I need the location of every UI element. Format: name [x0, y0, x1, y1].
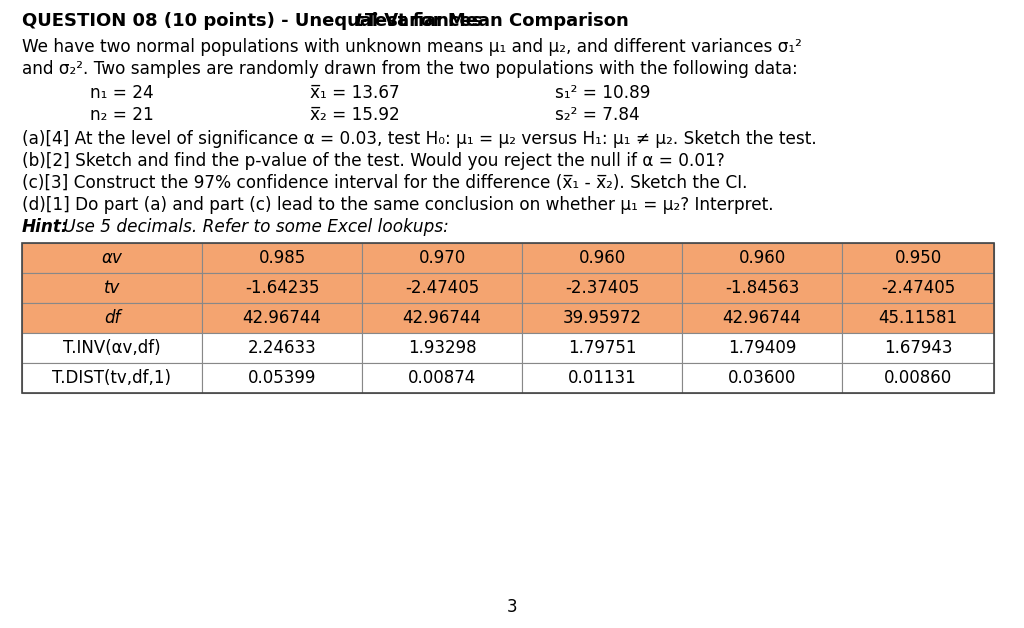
Text: 45.11581: 45.11581: [879, 309, 957, 327]
Text: t: t: [354, 12, 362, 30]
Bar: [22, 363, 202, 393]
Bar: [682, 363, 842, 393]
Bar: [522, 303, 682, 333]
Text: 0.05399: 0.05399: [248, 369, 316, 387]
Bar: [682, 303, 842, 333]
Bar: [202, 243, 362, 273]
Text: QUESTION 08 (10 points) - Unequal-Variances: QUESTION 08 (10 points) - Unequal-Varian…: [22, 12, 488, 30]
Text: 42.96744: 42.96744: [723, 309, 802, 327]
Bar: [522, 243, 682, 273]
Text: 0.00874: 0.00874: [408, 369, 476, 387]
Text: T.DIST(tv,df,1): T.DIST(tv,df,1): [52, 369, 171, 387]
Text: -1.84563: -1.84563: [725, 279, 799, 297]
Bar: [202, 273, 362, 303]
Text: 0.970: 0.970: [419, 249, 466, 267]
Bar: [682, 243, 842, 273]
Text: 1.79409: 1.79409: [728, 339, 797, 357]
Bar: [22, 273, 202, 303]
Text: (a)[4] At the level of significance α = 0.03, test H₀: μ₁ = μ₂ versus H₁: μ₁ ≠ μ: (a)[4] At the level of significance α = …: [22, 130, 817, 148]
Text: 42.96744: 42.96744: [402, 309, 481, 327]
Bar: [22, 243, 994, 393]
Text: We have two normal populations with unknown means μ₁ and μ₂, and different varia: We have two normal populations with unkn…: [22, 38, 802, 56]
Text: tv: tv: [103, 279, 120, 297]
Bar: [842, 303, 994, 333]
Text: 0.960: 0.960: [579, 249, 626, 267]
Bar: [682, 333, 842, 363]
Bar: [522, 333, 682, 363]
Text: df: df: [103, 309, 120, 327]
Text: x̅₂ = 15.92: x̅₂ = 15.92: [310, 106, 399, 124]
Bar: [842, 243, 994, 273]
Text: -2.47405: -2.47405: [404, 279, 479, 297]
Text: n₁ = 24: n₁ = 24: [90, 84, 154, 102]
Text: -Test for Mean Comparison: -Test for Mean Comparison: [359, 12, 629, 30]
Text: n₂ = 21: n₂ = 21: [90, 106, 154, 124]
Bar: [202, 333, 362, 363]
Text: 0.985: 0.985: [258, 249, 305, 267]
Bar: [362, 333, 522, 363]
Text: 2.24633: 2.24633: [248, 339, 316, 357]
Text: (c)[3] Construct the 97% confidence interval for the difference (x̅₁ - x̅₂). Ske: (c)[3] Construct the 97% confidence inte…: [22, 174, 748, 192]
Text: αv: αv: [101, 249, 123, 267]
Text: 1.67943: 1.67943: [884, 339, 952, 357]
Text: Use 5 decimals. Refer to some Excel lookups:: Use 5 decimals. Refer to some Excel look…: [58, 218, 449, 236]
Bar: [202, 303, 362, 333]
Bar: [842, 273, 994, 303]
Bar: [842, 363, 994, 393]
Text: -2.47405: -2.47405: [881, 279, 955, 297]
Bar: [522, 363, 682, 393]
Bar: [362, 243, 522, 273]
Bar: [842, 333, 994, 363]
Text: 39.95972: 39.95972: [562, 309, 641, 327]
Text: T.INV(αv,df): T.INV(αv,df): [63, 339, 161, 357]
Text: 0.960: 0.960: [738, 249, 785, 267]
Text: 1.79751: 1.79751: [567, 339, 636, 357]
Bar: [522, 273, 682, 303]
Text: x̅₁ = 13.67: x̅₁ = 13.67: [310, 84, 399, 102]
Text: 42.96744: 42.96744: [243, 309, 322, 327]
Bar: [22, 243, 202, 273]
Text: 0.00860: 0.00860: [884, 369, 952, 387]
Text: and σ₂². Two samples are randomly drawn from the two populations with the follow: and σ₂². Two samples are randomly drawn …: [22, 60, 798, 78]
Text: 1.93298: 1.93298: [408, 339, 476, 357]
Text: 3: 3: [507, 598, 517, 616]
Text: Hint:: Hint:: [22, 218, 69, 236]
Text: -1.64235: -1.64235: [245, 279, 319, 297]
Bar: [362, 303, 522, 333]
Bar: [22, 303, 202, 333]
Text: s₂² = 7.84: s₂² = 7.84: [555, 106, 640, 124]
Text: s₁² = 10.89: s₁² = 10.89: [555, 84, 650, 102]
Text: (b)[2] Sketch and find the p-value of the test. Would you reject the null if α =: (b)[2] Sketch and find the p-value of th…: [22, 152, 725, 170]
Bar: [682, 273, 842, 303]
Text: 0.950: 0.950: [894, 249, 942, 267]
Text: (d)[1] Do part (a) and part (c) lead to the same conclusion on whether μ₁ = μ₂? : (d)[1] Do part (a) and part (c) lead to …: [22, 196, 773, 214]
Bar: [362, 363, 522, 393]
Text: 0.03600: 0.03600: [728, 369, 797, 387]
Bar: [362, 273, 522, 303]
Bar: [202, 363, 362, 393]
Text: 0.01131: 0.01131: [567, 369, 636, 387]
Bar: [22, 333, 202, 363]
Text: -2.37405: -2.37405: [565, 279, 639, 297]
